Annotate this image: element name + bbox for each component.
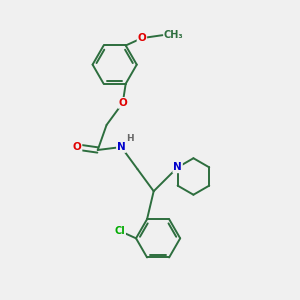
Text: O: O bbox=[118, 98, 127, 108]
Text: Cl: Cl bbox=[114, 226, 125, 236]
Text: CH₃: CH₃ bbox=[164, 30, 184, 40]
Text: N: N bbox=[117, 142, 126, 152]
Text: N: N bbox=[173, 162, 182, 172]
Text: O: O bbox=[73, 142, 82, 152]
Text: O: O bbox=[137, 33, 146, 43]
Text: H: H bbox=[126, 134, 133, 143]
